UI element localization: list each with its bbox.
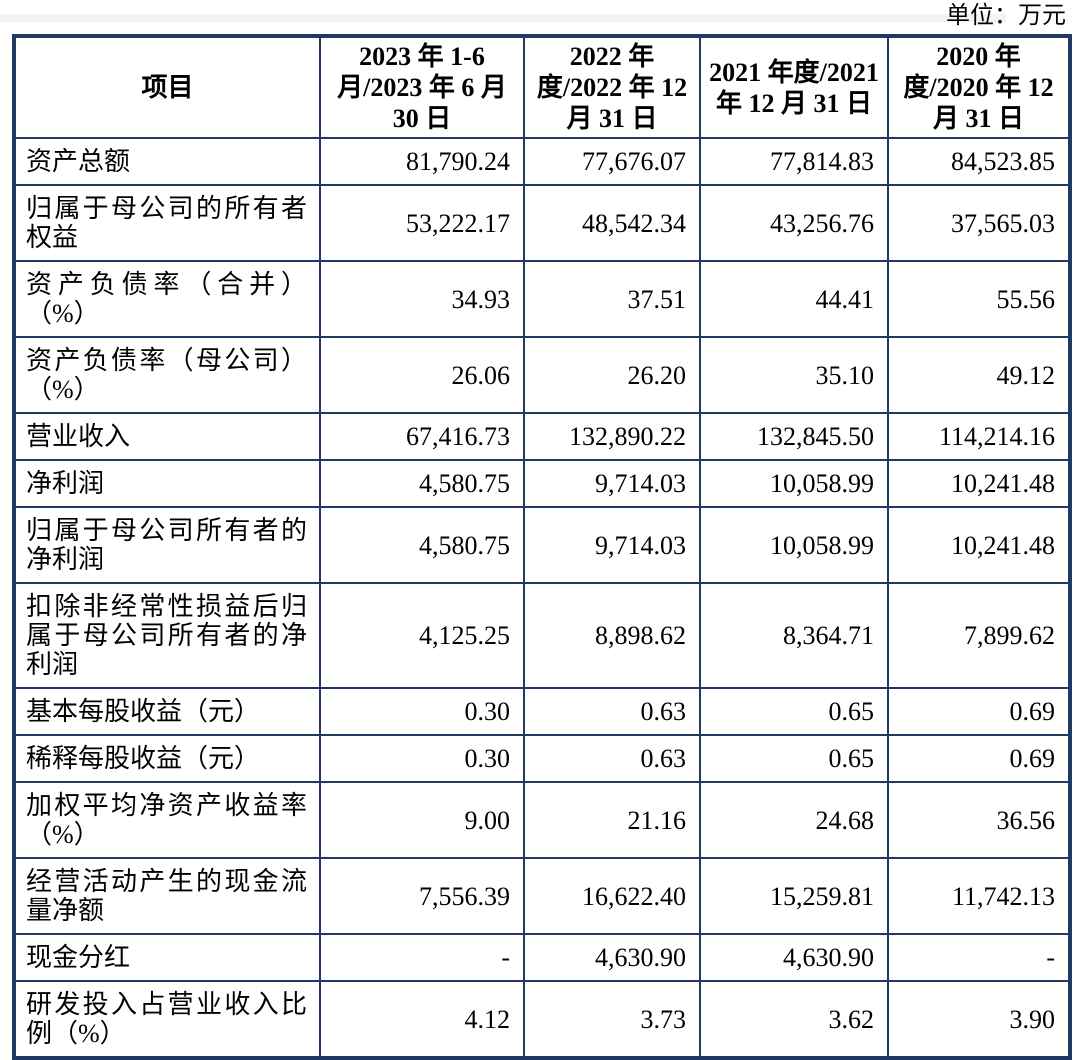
value-cell: 55.56 bbox=[887, 260, 1071, 338]
value-cell: 67,416.73 bbox=[319, 412, 525, 461]
table-row-cash-dividend: 现金分红 - 4,630.90 4,630.90 - bbox=[13, 933, 1071, 982]
value-cell: 37,565.03 bbox=[887, 184, 1071, 262]
header-row: 项目 2023 年 1-6 月/2023 年 6 月 30 日 2022 年度/… bbox=[13, 35, 1071, 139]
value-cell: - bbox=[887, 933, 1071, 982]
row-label-cell: 加权平均净资产收益率（%） bbox=[13, 781, 321, 859]
value-cell: 81,790.24 bbox=[319, 137, 525, 186]
value-cell: 37.51 bbox=[523, 260, 701, 338]
row-label-cell: 营业收入 bbox=[13, 412, 321, 461]
table-row-net-profit-parent: 归属于母公司所有者的净利润 4,580.75 9,714.03 10,058.9… bbox=[13, 506, 1071, 584]
value-cell: 4,125.25 bbox=[319, 582, 525, 689]
value-cell: 21.16 bbox=[523, 781, 701, 859]
value-cell: 4,630.90 bbox=[523, 933, 701, 982]
value-cell: 10,241.48 bbox=[887, 506, 1071, 584]
table-body: 资产总额 81,790.24 77,676.07 77,814.83 84,52… bbox=[13, 137, 1071, 1059]
table-row-net-profit-deducted: 扣除非经常性损益后归属于母公司所有者的净利润 4,125.25 8,898.62… bbox=[13, 582, 1071, 689]
row-label-cell: 资产总额 bbox=[13, 137, 321, 186]
table-header: 项目 2023 年 1-6 月/2023 年 6 月 30 日 2022 年度/… bbox=[13, 35, 1071, 139]
row-label-cell: 归属于母公司的所有者权益 bbox=[13, 184, 321, 262]
row-label-cell: 扣除非经常性损益后归属于母公司所有者的净利润 bbox=[13, 582, 321, 689]
table-row-net-profit: 净利润 4,580.75 9,714.03 10,058.99 10,241.4… bbox=[13, 459, 1071, 508]
value-cell: 0.65 bbox=[699, 734, 889, 783]
value-cell: 10,058.99 bbox=[699, 506, 889, 584]
value-cell: 26.20 bbox=[523, 336, 701, 414]
value-cell: 10,241.48 bbox=[887, 459, 1071, 508]
value-cell: 34.93 bbox=[319, 260, 525, 338]
value-cell: 0.65 bbox=[699, 687, 889, 736]
value-cell: 4,580.75 bbox=[319, 459, 525, 508]
value-cell: 8,364.71 bbox=[699, 582, 889, 689]
value-cell: 114,214.16 bbox=[887, 412, 1071, 461]
value-cell: 8,898.62 bbox=[523, 582, 701, 689]
table-row-total-assets: 资产总额 81,790.24 77,676.07 77,814.83 84,52… bbox=[13, 137, 1071, 186]
table-row-operating-cash-flow: 经营活动产生的现金流量净额 7,556.39 16,622.40 15,259.… bbox=[13, 857, 1071, 935]
value-cell: 77,676.07 bbox=[523, 137, 701, 186]
row-label-cell: 资产负债率（合并）（%） bbox=[13, 260, 321, 338]
value-cell: 16,622.40 bbox=[523, 857, 701, 935]
value-cell: 132,890.22 bbox=[523, 412, 701, 461]
value-cell: 7,556.39 bbox=[319, 857, 525, 935]
value-cell: 15,259.81 bbox=[699, 857, 889, 935]
table-row-rd-expense-ratio: 研发投入占营业收入比例（%） 4.12 3.73 3.62 3.90 bbox=[13, 980, 1071, 1059]
value-cell: 0.63 bbox=[523, 687, 701, 736]
value-cell: 44.41 bbox=[699, 260, 889, 338]
value-cell: 132,845.50 bbox=[699, 412, 889, 461]
value-cell: 3.90 bbox=[887, 980, 1071, 1059]
value-cell: 4,630.90 bbox=[699, 933, 889, 982]
value-cell: 0.30 bbox=[319, 687, 525, 736]
row-label-cell: 资产负债率（母公司）（%） bbox=[13, 336, 321, 414]
value-cell: 35.10 bbox=[699, 336, 889, 414]
value-cell: 3.73 bbox=[523, 980, 701, 1059]
column-header-2023h1: 2023 年 1-6 月/2023 年 6 月 30 日 bbox=[319, 35, 525, 139]
table-row-basic-eps: 基本每股收益（元） 0.30 0.63 0.65 0.69 bbox=[13, 687, 1071, 736]
row-label-cell: 稀释每股收益（元） bbox=[13, 734, 321, 783]
value-cell: 11,742.13 bbox=[887, 857, 1071, 935]
page-highlight-strip bbox=[0, 14, 1006, 22]
table-row-parent-equity: 归属于母公司的所有者权益 53,222.17 48,542.34 43,256.… bbox=[13, 184, 1071, 262]
row-label-cell: 归属于母公司所有者的净利润 bbox=[13, 506, 321, 584]
value-cell: 4,580.75 bbox=[319, 506, 525, 584]
value-cell: 84,523.85 bbox=[887, 137, 1071, 186]
table-row-diluted-eps: 稀释每股收益（元） 0.30 0.63 0.65 0.69 bbox=[13, 734, 1071, 783]
value-cell: 9,714.03 bbox=[523, 459, 701, 508]
row-label-cell: 研发投入占营业收入比例（%） bbox=[13, 980, 321, 1059]
value-cell: 26.06 bbox=[319, 336, 525, 414]
column-header-2020: 2020 年度/2020 年 12 月 31 日 bbox=[887, 35, 1071, 139]
column-header-item: 项目 bbox=[13, 35, 321, 139]
value-cell: 0.63 bbox=[523, 734, 701, 783]
value-cell: 49.12 bbox=[887, 336, 1071, 414]
value-cell: 10,058.99 bbox=[699, 459, 889, 508]
value-cell: 43,256.76 bbox=[699, 184, 889, 262]
value-cell: 36.56 bbox=[887, 781, 1071, 859]
value-cell: 0.30 bbox=[319, 734, 525, 783]
value-cell: 77,814.83 bbox=[699, 137, 889, 186]
value-cell: 24.68 bbox=[699, 781, 889, 859]
row-label-cell: 净利润 bbox=[13, 459, 321, 508]
value-cell: 7,899.62 bbox=[887, 582, 1071, 689]
value-cell: 53,222.17 bbox=[319, 184, 525, 262]
row-label-cell: 基本每股收益（元） bbox=[13, 687, 321, 736]
unit-label: 单位：万元 bbox=[946, 3, 1066, 29]
table-row-debt-ratio-consolidated: 资产负债率（合并）（%） 34.93 37.51 44.41 55.56 bbox=[13, 260, 1071, 338]
value-cell: 0.69 bbox=[887, 687, 1071, 736]
value-cell: - bbox=[319, 933, 525, 982]
value-cell: 48,542.34 bbox=[523, 184, 701, 262]
value-cell: 9,714.03 bbox=[523, 506, 701, 584]
value-cell: 4.12 bbox=[319, 980, 525, 1059]
value-cell: 9.00 bbox=[319, 781, 525, 859]
table-row-weighted-avg-roe: 加权平均净资产收益率（%） 9.00 21.16 24.68 36.56 bbox=[13, 781, 1071, 859]
table-row-debt-ratio-parent: 资产负债率（母公司）（%） 26.06 26.20 35.10 49.12 bbox=[13, 336, 1071, 414]
value-cell: 0.69 bbox=[887, 734, 1071, 783]
financial-summary-table: 项目 2023 年 1-6 月/2023 年 6 月 30 日 2022 年度/… bbox=[12, 34, 1072, 1060]
row-label-cell: 现金分红 bbox=[13, 933, 321, 982]
value-cell: 3.62 bbox=[699, 980, 889, 1059]
column-header-2022: 2022 年度/2022 年 12 月 31 日 bbox=[523, 35, 701, 139]
table-row-operating-revenue: 营业收入 67,416.73 132,890.22 132,845.50 114… bbox=[13, 412, 1071, 461]
row-label-cell: 经营活动产生的现金流量净额 bbox=[13, 857, 321, 935]
column-header-2021: 2021 年度/2021 年 12 月 31 日 bbox=[699, 35, 889, 139]
